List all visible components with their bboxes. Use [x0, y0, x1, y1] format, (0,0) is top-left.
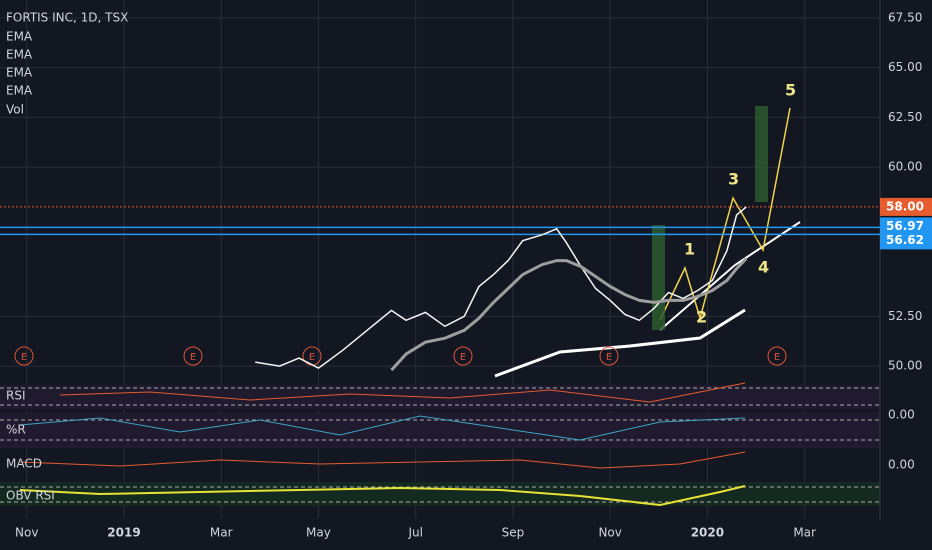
- trendline: [494, 308, 746, 378]
- wr-line: [19, 415, 746, 441]
- wave-label: 5: [785, 81, 796, 100]
- rsi-line: [59, 382, 746, 403]
- x-tick-label: May: [306, 526, 331, 540]
- rsi-pane: [0, 385, 880, 409]
- y-tick-label: 60.00: [888, 160, 922, 174]
- wr-pane: [0, 412, 880, 448]
- series-line: [390, 257, 748, 372]
- x-tick-label: Nov: [15, 526, 38, 540]
- x-tick-label: Mar: [210, 526, 233, 540]
- earnings-label: E: [606, 352, 612, 363]
- y-tick-label: 52.50: [888, 309, 922, 323]
- pane-label: RSI: [6, 389, 26, 403]
- wave-label: 3: [728, 170, 739, 189]
- earnings-label: E: [21, 352, 27, 363]
- wave-line: [659, 107, 791, 321]
- wave-label: 4: [758, 258, 769, 277]
- earnings-label: E: [190, 352, 196, 363]
- earnings-marker: [599, 346, 619, 366]
- earnings-marker: [183, 346, 203, 366]
- legend-item: Vol: [6, 103, 24, 117]
- macd-line: [19, 451, 746, 469]
- earnings-marker: [14, 346, 34, 366]
- price-tag-label: 56.62: [886, 233, 924, 247]
- earnings-label: E: [460, 352, 466, 363]
- legend-item: EMA: [6, 48, 33, 62]
- trendline: [659, 221, 801, 331]
- pane-label: MACD: [6, 457, 42, 471]
- wave-label: 2: [696, 308, 707, 327]
- price-tag: [880, 231, 932, 250]
- legend-item: EMA: [6, 30, 33, 44]
- legend-item: EMA: [6, 66, 33, 80]
- pane-tick: 0.00: [888, 458, 915, 472]
- x-tick-label: Jul: [407, 526, 422, 540]
- x-tick-label: 2020: [691, 526, 724, 540]
- pane-label: OBV RSI: [6, 489, 55, 503]
- earnings-label: E: [774, 352, 780, 363]
- x-tick-label: Sep: [502, 526, 525, 540]
- chart-title: FORTIS INC, 1D, TSX: [6, 11, 128, 25]
- price-tag-label: 58.00: [886, 199, 924, 213]
- box: [755, 106, 768, 202]
- price-tag: [880, 197, 932, 216]
- price-tag: [880, 217, 932, 236]
- box: [652, 225, 665, 330]
- earnings-marker: [767, 346, 787, 366]
- pane-label: %R: [6, 423, 26, 437]
- earnings-marker: [453, 346, 473, 366]
- earnings-label: E: [309, 352, 315, 363]
- x-tick-label: 2019: [107, 526, 140, 540]
- legend-item: EMA: [6, 84, 33, 98]
- y-tick-label: 65.00: [888, 60, 922, 74]
- x-tick-label: Mar: [793, 526, 816, 540]
- y-tick-label: 62.50: [888, 110, 922, 124]
- obv-line: [19, 485, 746, 507]
- y-tick-label: 67.50: [888, 10, 922, 24]
- wave-label: 1: [684, 240, 695, 259]
- series-line: [255, 206, 747, 369]
- price-tag-label: 56.97: [886, 219, 924, 233]
- y-tick-label: 50.00: [888, 359, 922, 373]
- pane-tick: 0.00: [888, 408, 915, 422]
- x-tick-label: Nov: [598, 526, 621, 540]
